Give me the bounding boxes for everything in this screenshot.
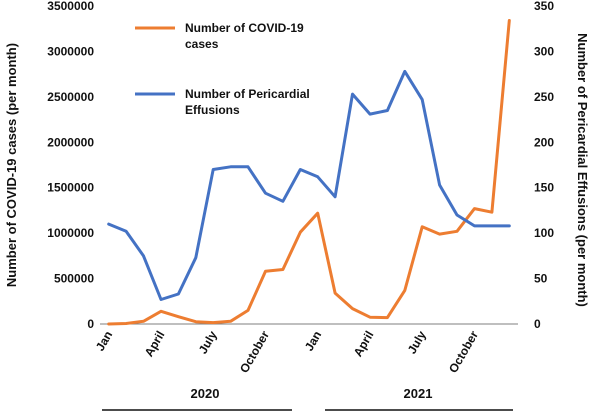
x-tick-label: July [196, 328, 220, 356]
x-tick-label: Jan [93, 329, 115, 354]
y-right-title-group: Number of Pericardial Effusions (per mon… [575, 33, 590, 307]
y-right-tick-label: 350 [534, 0, 554, 13]
year-label: 2021 [404, 386, 433, 401]
y-left-tick-label: 2000000 [47, 135, 94, 149]
y-left-tick-label: 1000000 [47, 226, 94, 240]
x-tick-label-group: Jan [93, 329, 115, 354]
y-left-tick-label: 500000 [54, 272, 94, 286]
y-left-tick-label: 1500000 [47, 181, 94, 195]
y-left-tick-label: 3500000 [47, 0, 94, 13]
series-line-1 [107, 69, 511, 301]
y-right-tick-label: 100 [534, 226, 554, 240]
legend-label-line1: Number of Pericardial [185, 87, 310, 101]
x-tick-label: April [351, 329, 377, 360]
x-tick-label-group: Jan [302, 329, 324, 354]
legend-label-line2: Effusions [185, 103, 240, 117]
y-right-tick-label: 50 [534, 272, 548, 286]
y-left-tick-label: 3000000 [47, 44, 94, 58]
labels-group: 0 500000 1000000 1500000 2000000 2500000 30000… [4, 0, 590, 401]
x-tick-label-group: October [237, 328, 272, 375]
y-right-tick-label: 0 [534, 317, 541, 331]
x-tick-label-group: April [142, 329, 168, 360]
year-label: 2020 [191, 386, 220, 401]
y-left-tick-label: 2500000 [47, 90, 94, 104]
x-tick-label-group: October [446, 328, 481, 375]
x-tick-label: October [446, 328, 481, 375]
series-line-0 [107, 19, 511, 326]
y-right-tick-label: 200 [534, 135, 554, 149]
x-tick-label-group: April [351, 329, 377, 360]
y-left-axis-title: Number of COVID-19 cases (per month) [4, 43, 19, 287]
y-left-tick-label: 0 [87, 317, 94, 331]
series-group [107, 19, 511, 326]
x-tick-label: October [237, 328, 272, 375]
legend-label-line2: cases [185, 37, 219, 51]
legend-label-line1: Number of COVID-19 [185, 21, 304, 35]
axes-group [100, 323, 518, 411]
x-tick-label: July [405, 328, 429, 356]
y-left-title-group: Number of COVID-19 cases (per month) [4, 43, 19, 287]
x-tick-label: Jan [302, 329, 324, 354]
x-tick-label: April [142, 329, 168, 360]
x-tick-label-group: July [196, 328, 220, 356]
x-tick-label-group: July [405, 328, 429, 356]
y-right-tick-label: 300 [534, 44, 554, 58]
y-right-tick-label: 150 [534, 181, 554, 195]
y-right-tick-label: 250 [534, 90, 554, 104]
y-right-axis-title: Number of Pericardial Effusions (per mon… [575, 33, 590, 307]
legend: Number of COVID-19 cases Number of Pericar… [135, 21, 310, 117]
